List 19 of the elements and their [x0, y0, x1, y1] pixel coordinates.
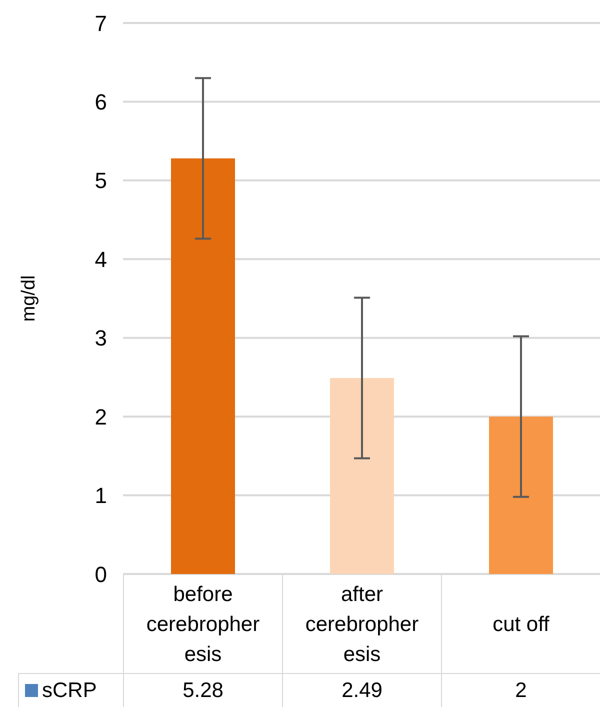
y-tick-label: 7: [94, 10, 107, 36]
y-tick-label: 2: [94, 404, 107, 430]
y-tick-label: 4: [94, 246, 107, 272]
x-tick-label: after cerebropheresis: [304, 582, 420, 668]
data-label: 2.49: [282, 674, 441, 707]
data-label: 2: [441, 674, 600, 707]
y-tick-label: 5: [94, 168, 107, 194]
y-tick-label: 6: [94, 90, 107, 115]
x-tick-label: before cerebropheresis: [145, 582, 261, 668]
y-axis-title: mg/dl: [18, 275, 40, 322]
data-label: 5.28: [123, 674, 282, 707]
bar: [330, 378, 394, 574]
y-tick-label: 3: [94, 326, 107, 351]
bar: [171, 158, 235, 574]
y-tick-label: 0: [94, 562, 107, 587]
y-tick-label: 1: [94, 483, 107, 508]
bar: [489, 416, 553, 574]
x-tick-label: cut off: [492, 612, 550, 638]
text: sCRP: [42, 678, 97, 702]
